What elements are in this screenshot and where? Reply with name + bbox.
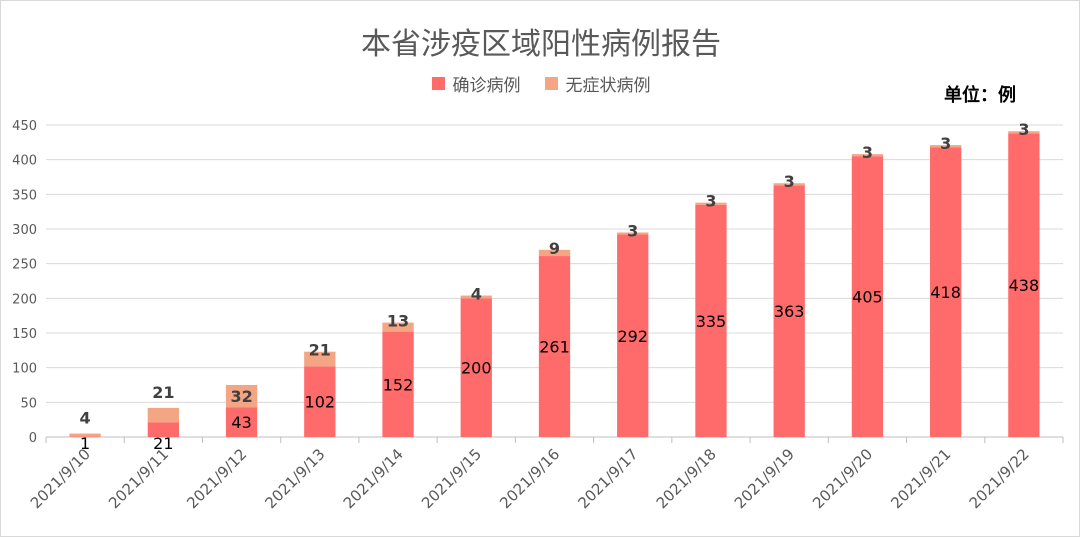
bar-confirmed [304, 366, 336, 437]
data-label-confirmed: 438 [1009, 276, 1040, 295]
data-label-asymptomatic: 3 [627, 221, 638, 240]
data-label-confirmed: 418 [930, 283, 961, 302]
bar-asymptomatic [460, 295, 492, 299]
y-tick-label: 350 [12, 188, 37, 203]
bar-asymptomatic [617, 232, 649, 235]
bar-asymptomatic [538, 249, 571, 257]
bar-asymptomatic [382, 322, 414, 332]
data-label-asymptomatic: 21 [152, 383, 174, 402]
x-tick-label: 2021/9/20 [809, 445, 876, 512]
legend-item-confirmed: 确诊病例 [431, 71, 521, 96]
bar-confirmed [851, 156, 884, 437]
y-tick-label: 0 [29, 431, 37, 446]
unit-note: 单位：例 [944, 85, 1016, 106]
data-label-confirmed: 292 [617, 327, 648, 346]
bar-asymptomatic [69, 433, 101, 437]
bar-confirmed [930, 147, 962, 438]
data-label-confirmed: 335 [696, 312, 727, 331]
data-label-confirmed: 363 [774, 302, 805, 321]
x-tick-label: 2021/9/12 [183, 445, 250, 512]
x-tick-label: 2021/9/10 [27, 445, 94, 512]
bar-confirmed [1008, 133, 1040, 437]
y-tick-label: 100 [12, 362, 37, 377]
x-tick-label: 2021/9/13 [262, 445, 329, 512]
bar-confirmed [69, 436, 101, 437]
legend-swatch-asymptomatic [544, 77, 558, 90]
data-label-asymptomatic: 9 [549, 239, 560, 258]
data-label-asymptomatic: 4 [471, 285, 482, 304]
y-tick-label: 300 [12, 223, 37, 238]
bar-asymptomatic [225, 385, 258, 408]
x-tick-label: 2021/9/17 [574, 445, 641, 512]
bar-asymptomatic [1008, 131, 1040, 134]
data-label-asymptomatic: 21 [309, 341, 331, 360]
data-label-confirmed: 152 [383, 375, 414, 394]
bar-confirmed [382, 331, 414, 437]
bar-asymptomatic [695, 202, 727, 205]
data-label-asymptomatic: 13 [387, 312, 409, 331]
bar-confirmed [147, 422, 179, 437]
data-label-confirmed: 1 [80, 434, 90, 453]
y-tick-label: 250 [12, 258, 37, 273]
bar-confirmed [695, 204, 727, 437]
y-tick-label: 150 [12, 327, 37, 342]
legend-swatch-confirmed [431, 77, 445, 90]
data-label-confirmed: 261 [539, 338, 570, 357]
legend-label-asymptomatic: 无症状病例 [565, 76, 651, 96]
x-tick-label: 2021/9/14 [340, 445, 407, 512]
chart-title: 本省涉疫区域阳性病例报告 [361, 27, 721, 62]
data-label-confirmed: 405 [852, 288, 883, 307]
bar-asymptomatic [851, 154, 884, 157]
bar-confirmed [225, 407, 258, 437]
bar-asymptomatic [147, 407, 179, 423]
x-tick-label: 2021/9/11 [105, 445, 172, 512]
data-label-confirmed: 43 [231, 413, 251, 432]
data-label-asymptomatic: 3 [862, 143, 873, 162]
data-label-asymptomatic: 3 [705, 192, 716, 211]
legend: 确诊病例 无症状病例 [1, 71, 1080, 96]
x-tick-label: 2021/9/16 [496, 445, 563, 512]
x-tick-label: 2021/9/18 [653, 445, 720, 512]
data-label-asymptomatic: 3 [784, 172, 795, 191]
data-label-confirmed: 102 [305, 393, 336, 412]
bar-asymptomatic [304, 351, 336, 367]
data-label-confirmed: 21 [153, 434, 173, 453]
data-label-asymptomatic: 3 [1018, 120, 1029, 139]
y-tick-label: 400 [12, 154, 37, 169]
y-tick-label: 200 [12, 292, 37, 307]
data-label-confirmed: 200 [461, 359, 492, 378]
x-tick-label: 2021/9/15 [418, 445, 485, 512]
bar-confirmed [773, 185, 805, 437]
data-label-asymptomatic: 4 [80, 409, 91, 428]
data-label-asymptomatic: 3 [940, 134, 951, 153]
x-tick-label: 2021/9/21 [887, 445, 954, 512]
y-tick-label: 450 [12, 119, 37, 134]
y-tick-label: 50 [20, 396, 37, 411]
bar-confirmed [617, 234, 649, 437]
bar-confirmed [538, 256, 571, 437]
bar-confirmed [460, 298, 492, 437]
x-tick-label: 2021/9/19 [731, 445, 798, 512]
legend-item-asymptomatic: 无症状病例 [544, 71, 651, 96]
bar-asymptomatic [773, 183, 805, 186]
data-label-asymptomatic: 32 [230, 387, 252, 406]
bar-asymptomatic [930, 145, 962, 148]
x-tick-label: 2021/9/22 [966, 445, 1033, 512]
legend-label-confirmed: 确诊病例 [452, 76, 521, 96]
